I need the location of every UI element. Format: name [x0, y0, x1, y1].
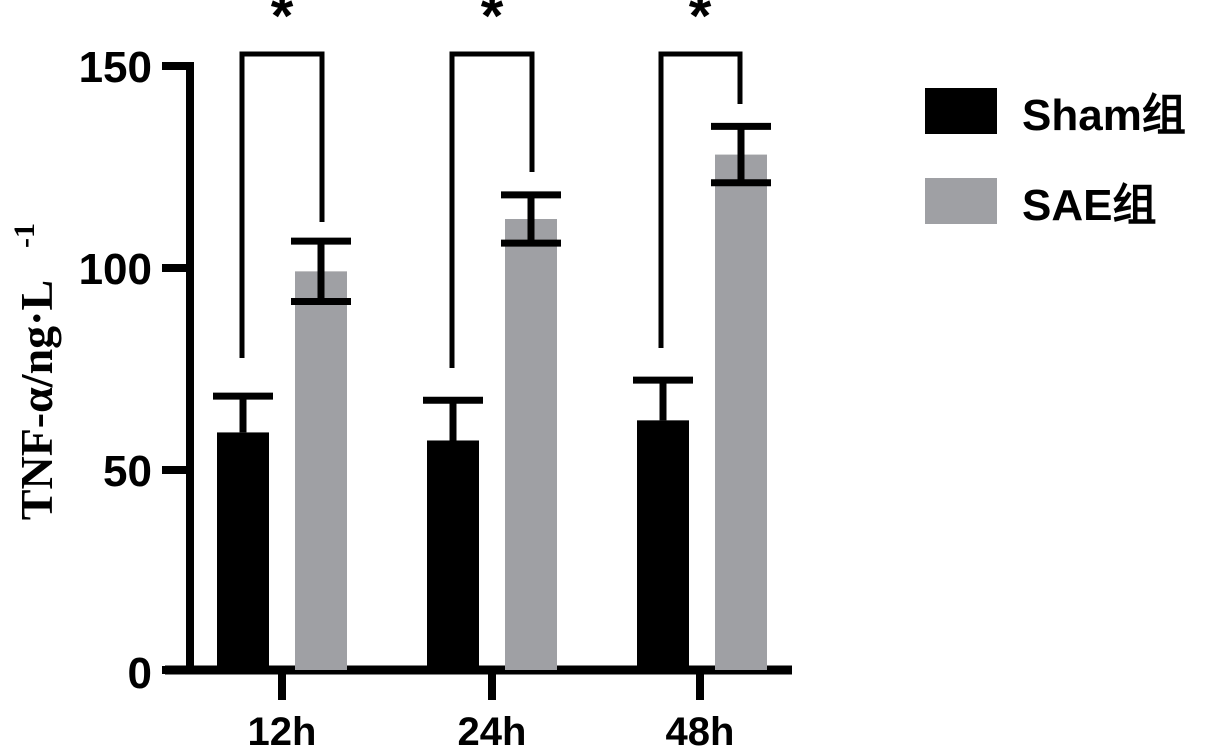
significance-star-12h: * [271, 0, 294, 49]
significance-bracket-48h: * [658, 0, 743, 348]
errorbar-sham-48h [633, 376, 693, 421]
bar-sae-12h[interactable] [295, 271, 347, 670]
significance-bracket-24h: * [449, 0, 535, 368]
x-tick-label-24h: 24h [458, 710, 527, 751]
y-axis: 150 100 50 0 [79, 43, 194, 698]
legend-item-sae[interactable]: SAE组 [925, 178, 1156, 230]
legend: Sham组 SAE组 [925, 88, 1186, 230]
legend-label-sham: Sham组 [1022, 91, 1186, 140]
y-axis-title-main: TNF-α/ng·L [11, 280, 62, 520]
bar-sham-48h[interactable] [637, 420, 689, 670]
bar-group-12h [213, 237, 351, 670]
significance-star-48h: * [689, 0, 712, 49]
errorbar-sae-24h [501, 191, 561, 247]
y-tick-label-50: 50 [103, 447, 152, 496]
bar-sham-12h[interactable] [217, 432, 269, 670]
legend-label-sae: SAE组 [1022, 181, 1156, 230]
y-axis-title-superscript: -1 [8, 223, 41, 248]
bar-sae-24h[interactable] [505, 219, 557, 670]
x-axis: 12h 24h 48h [165, 665, 792, 751]
x-tick-label-12h: 12h [248, 710, 317, 751]
y-axis-title: TNF-α/ng·L -1 [8, 223, 62, 520]
legend-swatch-sae [925, 178, 997, 224]
bar-group-48h [633, 122, 771, 670]
y-tick-label-100: 100 [79, 245, 152, 294]
y-tick-label-150: 150 [79, 43, 152, 92]
bar-sae-48h[interactable] [715, 154, 767, 670]
x-tick-label-48h: 48h [666, 710, 735, 751]
legend-item-sham[interactable]: Sham组 [925, 88, 1186, 140]
errorbar-sham-24h [423, 396, 483, 441]
errorbar-sae-48h [711, 122, 771, 187]
legend-swatch-sham [925, 88, 997, 134]
errorbar-sae-12h [291, 237, 351, 306]
significance-bracket-12h: * [239, 0, 325, 358]
errorbar-sham-12h [213, 392, 273, 433]
bar-sham-24h[interactable] [427, 440, 479, 670]
y-tick-label-0: 0 [128, 649, 152, 698]
bar-group-24h [423, 191, 561, 670]
significance-star-24h: * [481, 0, 504, 49]
